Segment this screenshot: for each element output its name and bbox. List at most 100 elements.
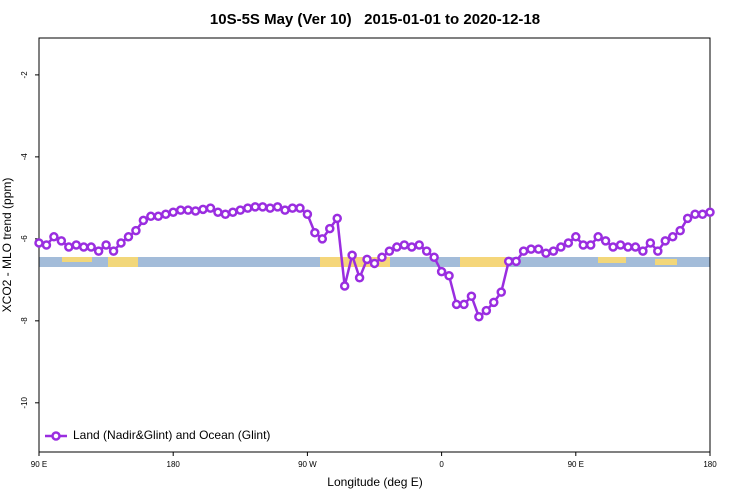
data-point: [205, 203, 216, 213]
data-point: [228, 207, 238, 217]
x-tick-label: 180: [167, 460, 181, 469]
data-point: [280, 205, 290, 215]
data-point: [518, 246, 529, 256]
y-tick-label: -4: [20, 153, 29, 161]
data-point: [548, 246, 559, 256]
data-point: [235, 205, 246, 215]
data-point: [563, 238, 574, 248]
data-point: [220, 209, 231, 220]
data-point: [489, 297, 499, 308]
data-point: [608, 242, 618, 252]
data-point: [78, 242, 89, 252]
data-point: [317, 234, 328, 244]
data-point: [436, 266, 447, 277]
data-point: [250, 202, 260, 212]
data-point: [414, 240, 424, 250]
chart-title: 10S-5S May (Ver 10) 2015-01-01 to 2020-1…: [210, 11, 540, 28]
data-point: [123, 232, 134, 242]
data-point: [697, 209, 708, 220]
legend-label: Land (Nadir&Glint) and Ocean (Glint): [73, 428, 270, 442]
land: [108, 257, 138, 267]
data-point: [64, 242, 74, 252]
data-point: [645, 238, 656, 248]
data-point: [347, 250, 357, 260]
data-point: [399, 240, 410, 250]
data-point: [690, 209, 700, 220]
data-point: [160, 209, 171, 220]
data-point: [496, 287, 506, 297]
data-point: [630, 242, 641, 252]
land: [460, 257, 506, 267]
data-point: [190, 206, 201, 216]
data-point: [34, 238, 44, 248]
data-point: [56, 236, 67, 246]
data-point: [407, 242, 417, 252]
data-point: [384, 246, 395, 256]
data-point: [295, 203, 305, 213]
data-point: [369, 258, 380, 269]
data-point: [41, 240, 52, 250]
land: [655, 259, 677, 265]
data-point: [474, 311, 484, 322]
data-point: [146, 211, 156, 222]
data-point: [533, 244, 544, 254]
data-point: [310, 227, 320, 238]
data-point: [168, 207, 178, 217]
data-point: [526, 244, 536, 254]
data-point: [332, 213, 342, 224]
data-point: [667, 232, 678, 242]
data-point: [541, 248, 551, 258]
land: [598, 257, 626, 263]
data-point: [585, 240, 596, 250]
data-point: [153, 211, 164, 222]
x-tick-label: 0: [439, 460, 444, 469]
data-point: [571, 232, 581, 242]
data-point: [429, 252, 439, 263]
data-point: [466, 291, 477, 301]
data-point: [392, 242, 402, 252]
data-point: [138, 215, 149, 226]
data-point: [615, 240, 626, 250]
data-point: [116, 238, 126, 248]
data-point: [503, 256, 514, 267]
data-point: [653, 246, 663, 256]
data-point: [638, 246, 648, 256]
y-axis-label: XCO2 - MLO trend (ppm): [0, 178, 14, 313]
data-point: [213, 207, 223, 217]
x-tick-label: 90 E: [31, 460, 47, 469]
y-tick-label: -8: [20, 317, 29, 325]
data-point: [49, 232, 59, 242]
data-point: [198, 204, 208, 215]
data-point: [623, 242, 633, 252]
data-point: [660, 236, 671, 246]
y-tick-label: -6: [20, 235, 29, 243]
x-tick-label: 180: [703, 460, 717, 469]
data-point: [600, 236, 611, 246]
data-point: [71, 240, 82, 250]
data-point: [272, 202, 283, 212]
data-point: [108, 246, 119, 256]
data-point: [593, 232, 603, 242]
data-point: [421, 246, 432, 256]
data-point: [511, 256, 521, 267]
data-point: [101, 240, 111, 250]
data-point: [354, 273, 365, 283]
data-point: [183, 205, 193, 215]
data-point: [444, 270, 454, 281]
data-point: [325, 223, 335, 234]
x-tick-label: 90 E: [568, 460, 584, 469]
data-point: [265, 203, 275, 213]
data-point: [481, 305, 492, 316]
data-point: [705, 207, 715, 217]
data-point: [243, 203, 253, 213]
data-point: [302, 209, 313, 220]
data-point: [287, 203, 298, 213]
x-axis-label: Longitude (deg E): [327, 475, 422, 489]
data-point: [459, 299, 469, 310]
data-point: [362, 254, 372, 265]
data-point: [451, 299, 462, 310]
data-point: [257, 202, 268, 212]
y-tick-label: -2: [20, 71, 29, 79]
land: [62, 257, 92, 262]
